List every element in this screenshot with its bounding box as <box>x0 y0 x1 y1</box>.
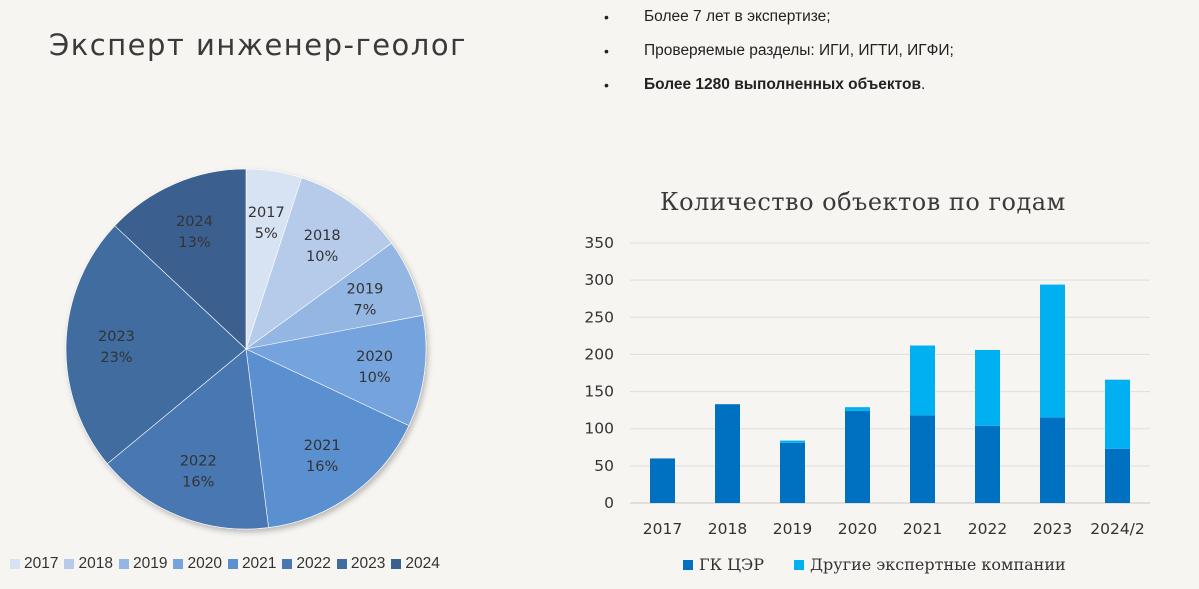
bullet-item: Более 7 лет в экспертизе; <box>600 6 954 40</box>
bullet-list: Более 7 лет в экспертизе; Проверяемые ра… <box>600 6 954 108</box>
pie-legend: 2017 2018 2019 2020 2021 2022 2023 2024 <box>10 555 440 573</box>
pie-label-percent: 7% <box>353 303 376 319</box>
legend-swatch <box>282 559 293 569</box>
pie-legend-item-2024: 2024 <box>391 555 440 573</box>
pie-label-percent: 16% <box>306 459 338 475</box>
bullet-bold-text: Более 1280 выполненных объектов <box>644 76 922 93</box>
legend-label: 2018 <box>78 555 113 572</box>
pie-label-year: 2019 <box>346 282 383 298</box>
legend-swatch <box>794 559 805 570</box>
legend-label: 2024 <box>405 555 440 572</box>
pie-label-year: 2024 <box>176 214 213 230</box>
legend-swatch <box>336 559 347 569</box>
pie-label-year: 2020 <box>356 349 393 365</box>
pie-label-percent: 16% <box>182 474 214 490</box>
page-title: Эксперт инженер-геолог <box>49 28 467 62</box>
bar-legend-item: ГК ЦЭР <box>683 555 764 574</box>
bar-legend: ГК ЦЭР Другие экспертные компании <box>683 555 1066 574</box>
pie-label-year: 2023 <box>98 329 135 345</box>
pie-slice-2018 <box>245 177 393 350</box>
legend-label: ГК ЦЭР <box>699 555 765 574</box>
legend-swatch <box>227 559 238 569</box>
bullet-text: Более 7 лет в экспертизе; <box>644 8 831 25</box>
bullet-item: Более 1280 выполненных объектов. <box>600 74 954 108</box>
pie-slice-2022 <box>106 348 269 530</box>
pie-legend-item-2023: 2023 <box>336 555 386 573</box>
legend-swatch <box>10 559 20 569</box>
pie-label-year: 2021 <box>304 438 341 454</box>
pie-legend-item-2017: 2017 <box>10 555 58 573</box>
pie-label-year: 2022 <box>180 453 217 469</box>
pie-label-year: 2018 <box>304 228 341 244</box>
legend-swatch <box>683 559 693 570</box>
bullet-item: Проверяемые разделы: ИГИ, ИГТИ, ИГФИ; <box>600 40 954 74</box>
bullet-text: Проверяемые разделы: ИГИ, ИГТИ, ИГФИ; <box>644 42 954 59</box>
legend-label: 2022 <box>296 555 331 572</box>
legend-swatch <box>173 559 184 569</box>
legend-label: Другие экспертные компании <box>810 555 1066 574</box>
pie-legend-item-2021: 2021 <box>227 555 277 573</box>
bar-legend-item: Другие экспертные компании <box>794 555 1066 574</box>
legend-label: 2020 <box>187 555 222 572</box>
bullet-tail: . <box>921 76 926 93</box>
pie-slice-2020 <box>245 314 427 427</box>
legend-swatch <box>64 559 75 569</box>
pie-label-percent: 13% <box>178 235 210 251</box>
pie-legend-item-2018: 2018 <box>64 555 113 573</box>
legend-swatch <box>118 559 129 569</box>
legend-swatch <box>391 559 402 569</box>
pie-label-year: 2017 <box>248 205 285 221</box>
legend-label: 2023 <box>350 555 386 572</box>
pie-label-percent: 5% <box>255 226 278 242</box>
pie-legend-item-2022: 2022 <box>282 555 331 573</box>
pie-slice-2023 <box>65 225 247 465</box>
bar-chart-title: Количество объектов по годам <box>660 188 1066 216</box>
legend-label: 2021 <box>241 555 277 572</box>
pie-slice-2021 <box>245 348 410 528</box>
pie-label-percent: 23% <box>100 350 132 366</box>
pie-slice-2024 <box>114 168 247 350</box>
pie-legend-item-2020: 2020 <box>173 555 222 573</box>
legend-label: 2019 <box>132 555 168 572</box>
pie-label-percent: 10% <box>358 370 390 386</box>
pie-legend-item-2019: 2019 <box>118 555 168 573</box>
legend-label: 2017 <box>24 555 59 572</box>
pie-label-percent: 10% <box>306 249 338 265</box>
